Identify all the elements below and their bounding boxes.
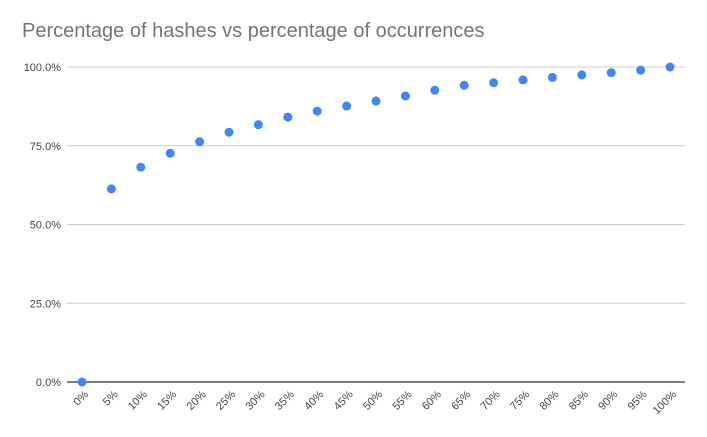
y-tick-label: 25.0% [30, 298, 61, 310]
data-point [342, 101, 352, 111]
data-point [459, 80, 469, 90]
x-tick-label: 85% [567, 388, 591, 412]
x-tick-label: 80% [537, 388, 561, 412]
chart-title: Percentage of hashes vs percentage of oc… [22, 20, 485, 42]
x-tick-label: 50% [361, 388, 385, 412]
x-tick-label: 90% [596, 388, 620, 412]
data-point [577, 70, 587, 80]
data-point [606, 68, 616, 78]
data-point [283, 112, 293, 122]
data-point [489, 78, 499, 88]
data-point [165, 148, 175, 158]
y-tick-label: 100.0% [24, 62, 62, 74]
data-point [253, 120, 263, 130]
x-tick-label: 65% [449, 388, 473, 412]
data-point [77, 377, 87, 387]
y-tick-label: 0.0% [36, 377, 61, 389]
x-tick-label: 60% [420, 388, 444, 412]
x-tick-label: 40% [302, 388, 326, 412]
x-tick-label: 35% [273, 388, 297, 412]
data-point [136, 162, 146, 172]
x-tick-label: 25% [214, 388, 238, 412]
data-point [400, 91, 410, 101]
x-tick-label: 20% [185, 388, 209, 412]
data-series [77, 62, 675, 387]
data-point [636, 65, 646, 75]
x-tick-label: 10% [126, 388, 150, 412]
data-point [665, 62, 675, 72]
gridlines [67, 66, 685, 383]
x-tick-label: 30% [243, 388, 267, 412]
x-tick-label: 0% [71, 388, 91, 408]
x-tick-label: 45% [332, 388, 356, 412]
x-tick-label: 75% [508, 388, 532, 412]
y-tick-label: 50.0% [30, 220, 61, 232]
data-point [518, 75, 528, 85]
data-point [430, 85, 440, 95]
x-tick-label: 95% [626, 388, 650, 412]
x-tick-label: 15% [155, 388, 179, 412]
y-axis: 0.0% 25.0% 50.0% 75.0% 100.0% [24, 62, 62, 389]
x-tick-label: 100% [651, 388, 680, 417]
data-point [224, 127, 234, 137]
y-tick-label: 75.0% [30, 141, 61, 153]
x-tick-label: 55% [390, 388, 414, 412]
data-point [106, 184, 116, 194]
x-tick-label: 5% [101, 388, 121, 408]
data-point [547, 72, 557, 82]
x-tick-label: 70% [479, 388, 503, 412]
data-point [371, 96, 381, 106]
data-point [195, 137, 205, 147]
x-axis: 0% 5% 10% 15% 20% 25% 30% 35% 40% 45% 50% 55% 60% 65%… [71, 388, 679, 417]
data-point [312, 106, 322, 116]
